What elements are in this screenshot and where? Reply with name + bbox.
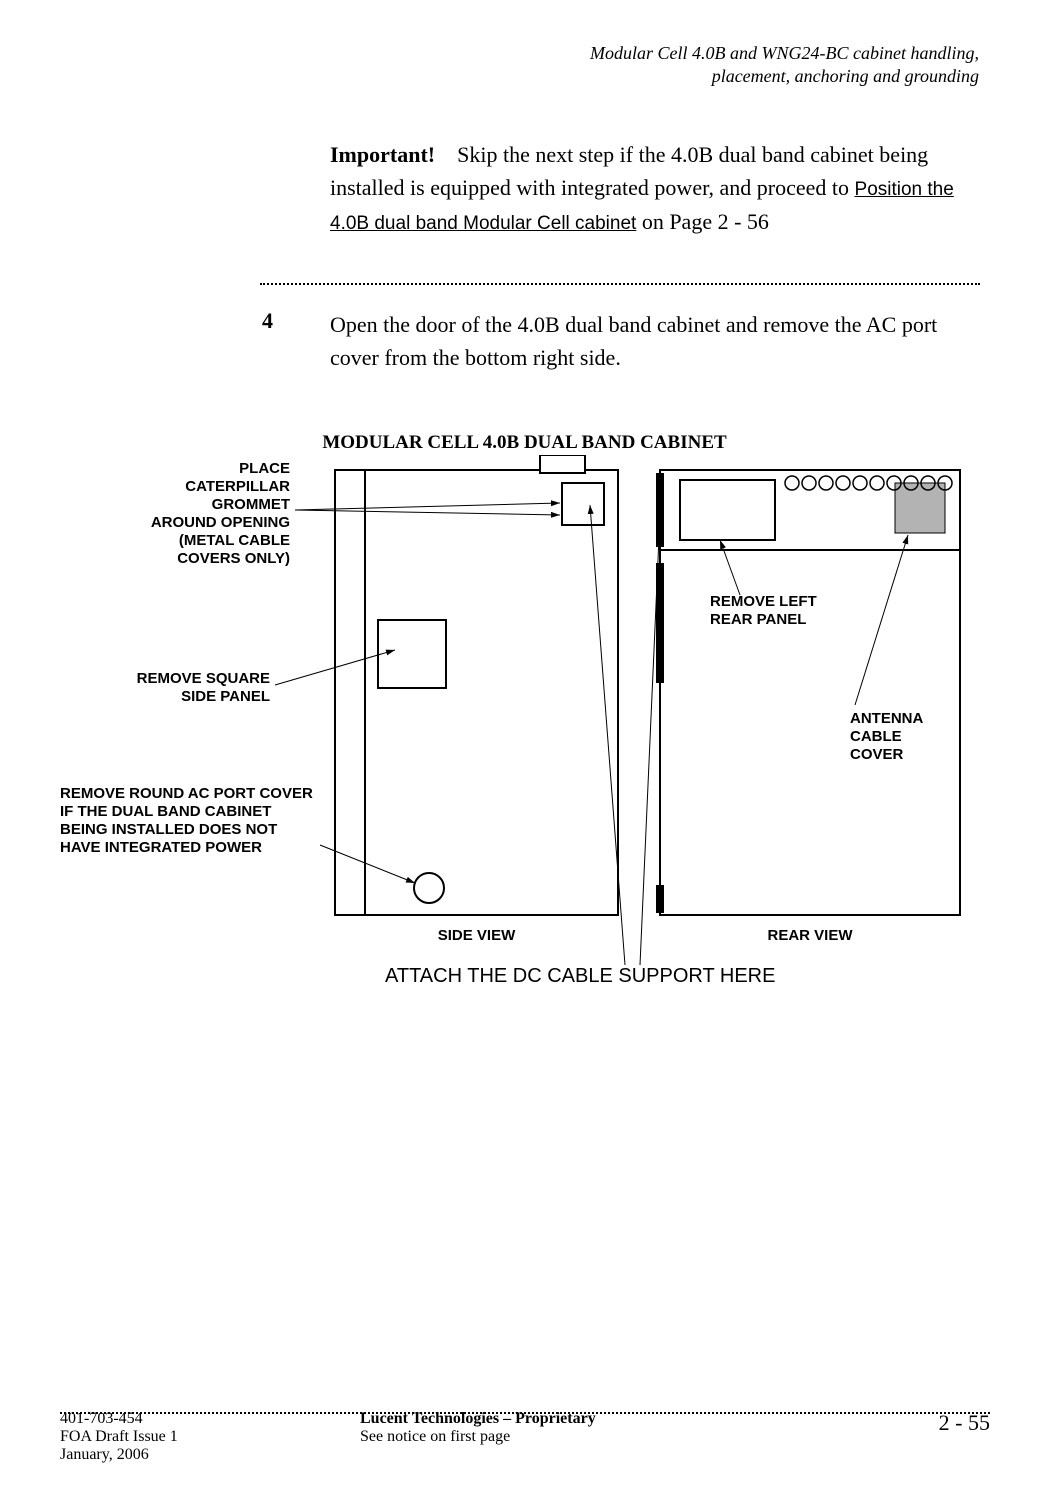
label-remove-square: REMOVE SQUARE SIDE PANEL <box>110 670 270 706</box>
step-number: 4 <box>262 308 273 334</box>
header-line-2: placement, anchoring and grounding <box>590 65 979 88</box>
step-separator <box>260 283 980 285</box>
label-remove-left-rear: REMOVE LEFT REAR PANEL <box>710 593 817 629</box>
header-line-1: Modular Cell 4.0B and WNG24-BC cabinet h… <box>590 42 979 65</box>
label-antenna-l2: CABLE <box>850 728 923 746</box>
label-remove-round: REMOVE ROUND AC PORT COVER IF THE DUAL B… <box>60 785 340 857</box>
label-grommet-l6: COVERS ONLY) <box>130 550 290 568</box>
footer-center: Lucent Technologies – Proprietary See no… <box>360 1410 596 1446</box>
label-remove-round-l2: IF THE DUAL BAND CABINET <box>60 803 340 821</box>
cabinet-diagram: PLACE CATERPILLAR GROMMET AROUND OPENING… <box>0 455 1049 995</box>
label-remove-round-l1: REMOVE ROUND AC PORT COVER <box>60 785 340 803</box>
important-block: Important! Skip the next step if the 4.0… <box>330 138 980 238</box>
footer-proprietary: Lucent Technologies – Proprietary <box>360 1410 596 1428</box>
footer-doc-number: 401-703-454 <box>60 1410 178 1428</box>
label-grommet-l5: (METAL CABLE <box>130 532 290 550</box>
label-remove-left-rear-l1: REMOVE LEFT <box>710 593 817 611</box>
label-grommet-l3: GROMMET <box>130 496 290 514</box>
footer-page-number: 2 - 55 <box>939 1410 990 1436</box>
figure-title: MODULAR CELL 4.0B DUAL BAND CABINET <box>0 432 1049 454</box>
footer-notice: See notice on first page <box>360 1428 596 1446</box>
label-antenna-l3: COVER <box>850 746 923 764</box>
label-antenna: ANTENNA CABLE COVER <box>850 710 923 764</box>
label-grommet-l1: PLACE <box>130 460 290 478</box>
label-grommet-l2: CATERPILLAR <box>130 478 290 496</box>
page-header: Modular Cell 4.0B and WNG24-BC cabinet h… <box>590 42 979 87</box>
label-grommet: PLACE CATERPILLAR GROMMET AROUND OPENING… <box>130 460 290 568</box>
label-remove-square-l1: REMOVE SQUARE <box>110 670 270 688</box>
label-attach-dc: ATTACH THE DC CABLE SUPPORT HERE <box>385 965 775 988</box>
footer-date: January, 2006 <box>60 1446 178 1464</box>
label-remove-left-rear-l2: REAR PANEL <box>710 611 817 629</box>
label-remove-round-l4: HAVE INTEGRATED POWER <box>60 839 340 857</box>
important-label: Important! <box>330 142 435 167</box>
label-side-view: SIDE VIEW <box>335 927 618 945</box>
label-remove-round-l3: BEING INSTALLED DOES NOT <box>60 821 340 839</box>
footer-left: 401-703-454 FOA Draft Issue 1 January, 2… <box>60 1410 178 1464</box>
step-text: Open the door of the 4.0B dual band cabi… <box>330 308 980 374</box>
label-remove-square-l2: SIDE PANEL <box>110 688 270 706</box>
label-grommet-l4: AROUND OPENING <box>130 514 290 532</box>
footer-issue: FOA Draft Issue 1 <box>60 1428 178 1446</box>
label-rear-view: REAR VIEW <box>660 927 960 945</box>
page-footer: 401-703-454 FOA Draft Issue 1 January, 2… <box>60 1410 990 1464</box>
important-text-after: on Page 2 - 56 <box>642 209 769 234</box>
label-antenna-l1: ANTENNA <box>850 710 923 728</box>
